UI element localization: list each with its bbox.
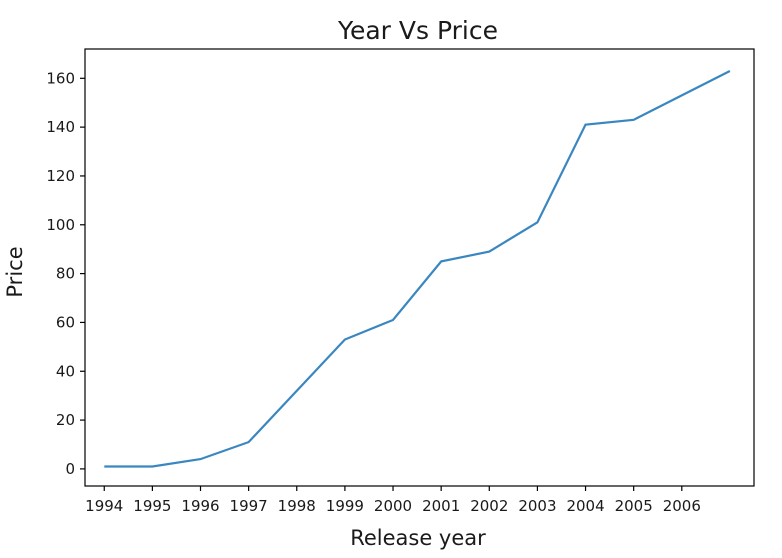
x-axis-label: Release year: [350, 526, 486, 550]
y-tick-label: 140: [46, 118, 75, 136]
x-axis: 1994 1995 1996 1997 1998 1999 2000 2001 2002 2003…: [85, 486, 701, 515]
y-tick-label: 60: [56, 313, 75, 331]
chart-title: Year Vs Price: [337, 16, 498, 45]
y-axis-label: Price: [3, 246, 27, 297]
x-tick-label: 2002: [470, 497, 508, 515]
y-tick-label: 20: [56, 411, 75, 429]
x-tick-label: 1994: [85, 497, 123, 515]
x-tick-label: 1996: [181, 497, 219, 515]
plot-area-frame: [84, 48, 755, 487]
x-tick-label: 2001: [422, 497, 460, 515]
y-tick-label: 160: [46, 69, 75, 87]
x-tick-label: 1998: [278, 497, 316, 515]
x-tick-label: 2004: [566, 497, 604, 515]
y-tick-label: 0: [65, 460, 75, 478]
x-tick-label: 2005: [615, 497, 653, 515]
y-axis: 0 20 40 60 80 100 120 140 160: [46, 69, 85, 478]
x-tick-label: 1999: [326, 497, 364, 515]
x-tick-label: 1995: [133, 497, 171, 515]
x-tick-label: 2006: [663, 497, 701, 515]
y-tick-label: 40: [56, 362, 75, 380]
x-tick-label: 2003: [518, 497, 556, 515]
y-tick-label: 120: [46, 167, 75, 185]
x-tick-label: 1997: [230, 497, 268, 515]
y-tick-label: 100: [46, 216, 75, 234]
price-series-line: [104, 70, 731, 468]
x-tick-label: 2000: [374, 497, 412, 515]
y-tick-label: 80: [56, 265, 75, 283]
